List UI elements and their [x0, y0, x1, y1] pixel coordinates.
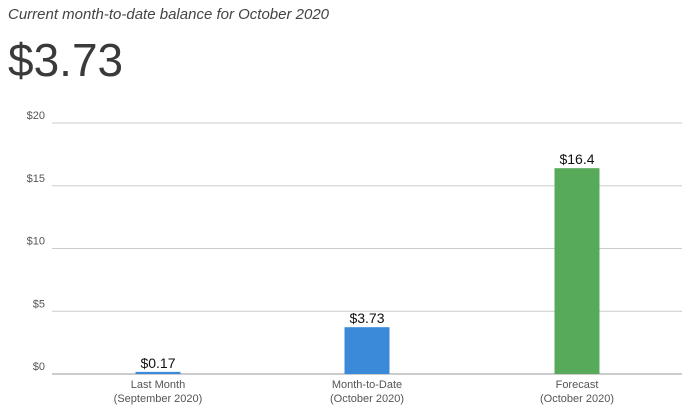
- x-axis-tick-labels: Last Month (September 2020) Month-to-Date (…: [114, 379, 614, 405]
- y-tick-label: $15: [27, 173, 45, 185]
- y-axis-tick-labels: $0 $5 $10 $15 $20: [27, 110, 45, 373]
- x-tick-label: Forecast: [556, 379, 599, 391]
- y-tick-label: $10: [27, 236, 45, 248]
- bar: [135, 371, 181, 374]
- data-label: $16.4: [559, 151, 594, 167]
- data-label: $0.17: [140, 355, 175, 371]
- x-tick-label: Month-to-Date: [332, 379, 402, 391]
- balance-subtitle: Current month-to-date balance for Octobe…: [8, 6, 330, 23]
- y-tick-label: $0: [33, 361, 45, 373]
- bars: [135, 168, 600, 374]
- x-tick-label: (October 2020): [540, 393, 614, 405]
- data-labels: $0.17 $3.73 $16.4: [140, 151, 594, 371]
- x-tick-label: (September 2020): [114, 393, 203, 405]
- x-tick-label: (October 2020): [330, 393, 404, 405]
- bar: [554, 168, 600, 374]
- bar: [344, 327, 390, 374]
- y-tick-label: $5: [33, 298, 45, 310]
- data-label: $3.73: [349, 310, 384, 326]
- balance-amount: $3.73: [8, 34, 124, 86]
- y-tick-label: $20: [27, 110, 45, 122]
- x-tick-label: Last Month: [131, 379, 185, 391]
